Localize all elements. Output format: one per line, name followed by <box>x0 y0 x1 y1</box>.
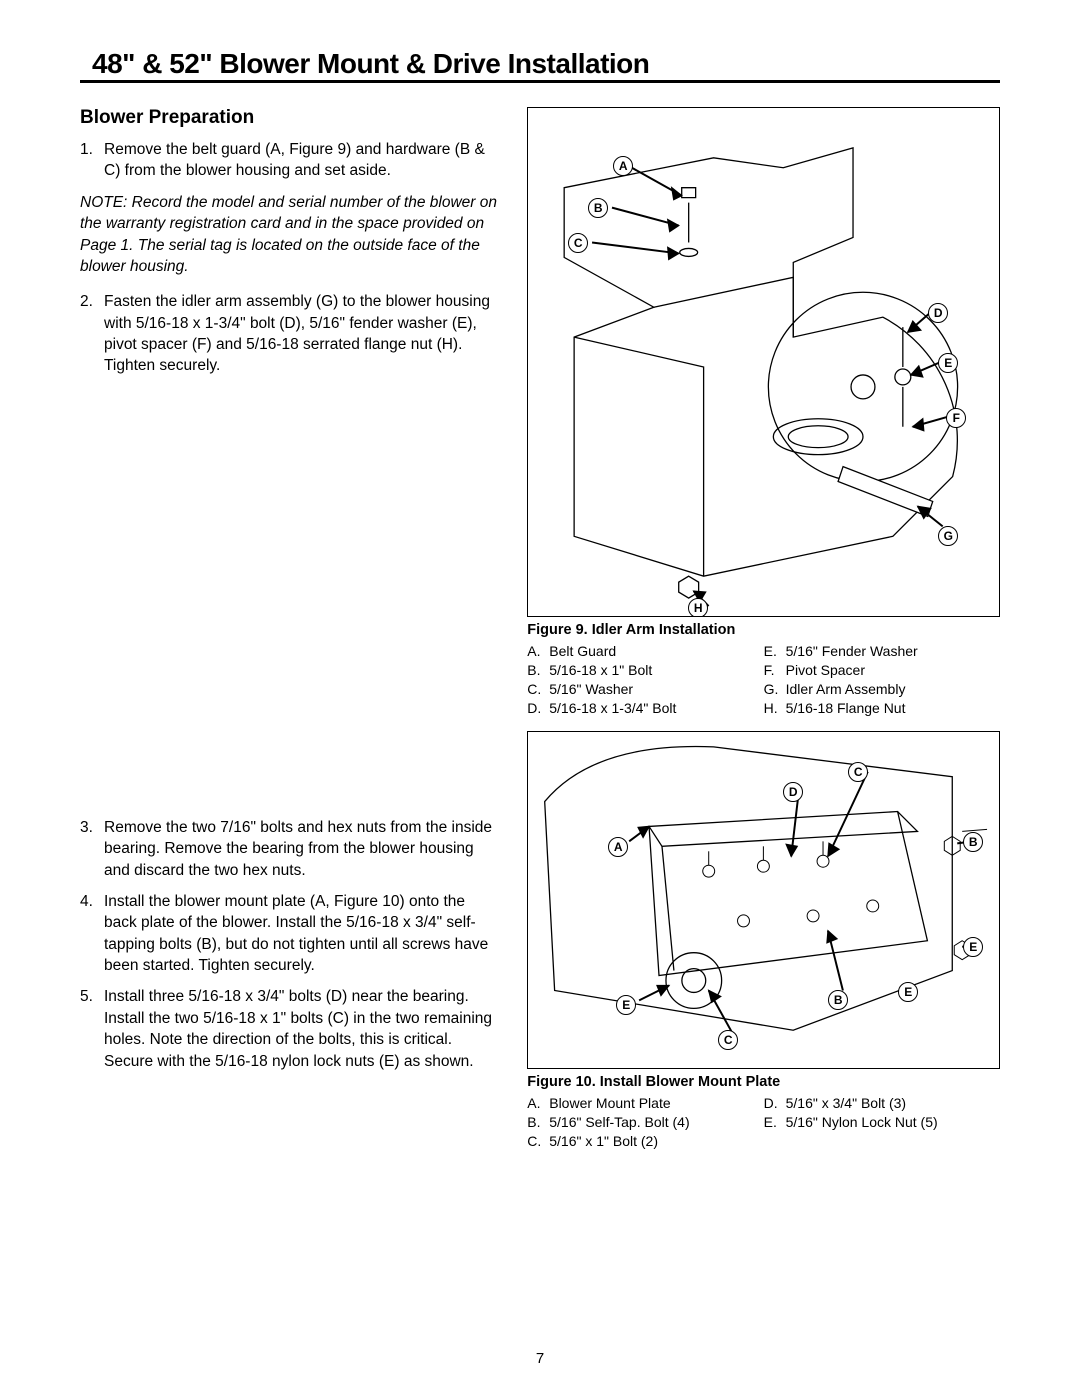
legend-text: 5/16" Nylon Lock Nut (5) <box>786 1113 938 1132</box>
legend-letter: G. <box>764 680 786 699</box>
legend-col: A.Belt Guard B.5/16-18 x 1" Bolt C.5/16"… <box>527 642 763 718</box>
legend-letter: B. <box>527 1113 549 1132</box>
step-number: 1. <box>80 139 104 182</box>
legend-letter: F. <box>764 661 786 680</box>
step-number: 4. <box>80 891 104 977</box>
step-number: 5. <box>80 986 104 1072</box>
legend-letter: C. <box>527 680 549 699</box>
legend-text: 5/16" Fender Washer <box>786 642 918 661</box>
step-item: 2. Fasten the idler arm assembly (G) to … <box>80 291 499 377</box>
callout-H: H <box>688 598 708 617</box>
page-number: 7 <box>536 1350 544 1367</box>
step-item: 4. Install the blower mount plate (A, Fi… <box>80 891 499 977</box>
figure-9-box: A B C D E F G H <box>527 107 1000 617</box>
figure-10-legend: A.Blower Mount Plate B.5/16" Self-Tap. B… <box>527 1094 1000 1151</box>
spacer <box>80 387 499 817</box>
figure-9-drawing <box>528 108 999 616</box>
legend-col: D.5/16" x 3/4" Bolt (3) E.5/16" Nylon Lo… <box>764 1094 1000 1151</box>
figure-10-title: Figure 10. Install Blower Mount Plate <box>527 1074 780 1090</box>
legend-text: 5/16-18 x 1" Bolt <box>549 661 652 680</box>
figure-10-drawing <box>528 732 999 1068</box>
legend-text: 5/16" x 3/4" Bolt (3) <box>786 1094 906 1113</box>
figure-10-box: A B C D E E B C E <box>527 731 1000 1069</box>
legend-letter: B. <box>527 661 549 680</box>
page-header-title: 48" & 52" Blower Mount & Drive Installat… <box>80 50 649 80</box>
legend-letter: D. <box>764 1094 786 1113</box>
legend-letter: A. <box>527 642 549 661</box>
right-column: A B C D E F G H Figure 9. Idler Arm Inst… <box>527 107 1000 1151</box>
legend-text: Pivot Spacer <box>786 661 865 680</box>
note-text: NOTE: Record the model and serial number… <box>80 192 499 278</box>
step-item: 5. Install three 5/16-18 x 3/4" bolts (D… <box>80 986 499 1072</box>
figure-9-caption: Figure 9. Idler Arm Installation <box>527 621 1000 640</box>
legend-letter: H. <box>764 699 786 718</box>
figure-10-caption: Figure 10. Install Blower Mount Plate <box>527 1073 1000 1092</box>
legend-letter: E. <box>764 642 786 661</box>
step-text: Remove the two 7/16" bolts and hex nuts … <box>104 817 499 881</box>
legend-text: 5/16" Self-Tap. Bolt (4) <box>549 1113 689 1132</box>
gap <box>527 717 1000 731</box>
left-column: Blower Preparation 1. Remove the belt gu… <box>80 107 499 1151</box>
step-text: Remove the belt guard (A, Figure 9) and … <box>104 139 499 182</box>
legend-letter: E. <box>764 1113 786 1132</box>
legend-col: E.5/16" Fender Washer F.Pivot Spacer G.I… <box>764 642 1000 718</box>
legend-text: 5/16" x 1" Bolt (2) <box>549 1132 658 1151</box>
step-list: 1. Remove the belt guard (A, Figure 9) a… <box>80 139 499 182</box>
legend-letter: C. <box>527 1132 549 1151</box>
step-list: 3. Remove the two 7/16" bolts and hex nu… <box>80 817 499 1072</box>
legend-text: Blower Mount Plate <box>549 1094 670 1113</box>
figure-9-title: Figure 9. Idler Arm Installation <box>527 622 735 638</box>
legend-text: 5/16-18 x 1-3/4" Bolt <box>549 699 676 718</box>
step-item: 1. Remove the belt guard (A, Figure 9) a… <box>80 139 499 182</box>
legend-col: A.Blower Mount Plate B.5/16" Self-Tap. B… <box>527 1094 763 1151</box>
section-title: Blower Preparation <box>80 107 499 129</box>
legend-letter: A. <box>527 1094 549 1113</box>
step-number: 2. <box>80 291 104 377</box>
legend-text: Idler Arm Assembly <box>786 680 906 699</box>
legend-text: 5/16-18 Flange Nut <box>786 699 906 718</box>
legend-text: 5/16" Washer <box>549 680 633 699</box>
step-text: Install the blower mount plate (A, Figur… <box>104 891 499 977</box>
content-area: Blower Preparation 1. Remove the belt gu… <box>80 107 1000 1151</box>
step-number: 3. <box>80 817 104 881</box>
legend-text: Belt Guard <box>549 642 616 661</box>
step-list: 2. Fasten the idler arm assembly (G) to … <box>80 291 499 377</box>
step-text: Install three 5/16-18 x 3/4" bolts (D) n… <box>104 986 499 1072</box>
figure-9-legend: A.Belt Guard B.5/16-18 x 1" Bolt C.5/16"… <box>527 642 1000 718</box>
legend-letter: D. <box>527 699 549 718</box>
header-rule: 48" & 52" Blower Mount & Drive Installat… <box>80 50 1000 83</box>
step-text: Fasten the idler arm assembly (G) to the… <box>104 291 499 377</box>
step-item: 3. Remove the two 7/16" bolts and hex nu… <box>80 817 499 881</box>
